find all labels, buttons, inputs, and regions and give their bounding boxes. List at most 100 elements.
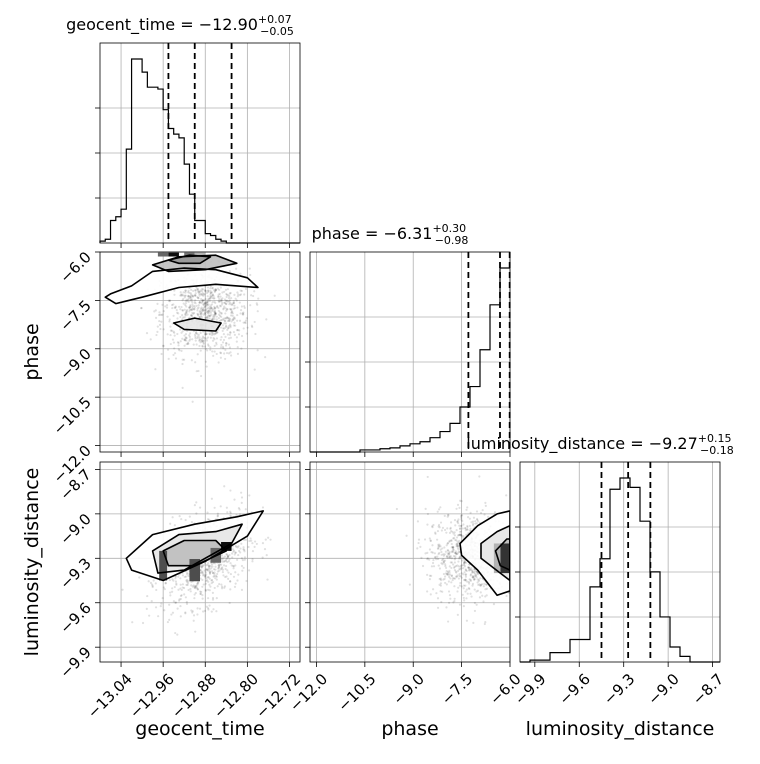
pair-geocent_time-luminosity_distance-scatter-point xyxy=(218,563,222,566)
pair-phase-luminosity_distance-scatter-point xyxy=(475,570,478,573)
pair-geocent_time-luminosity_distance-scatter-point xyxy=(211,563,214,566)
pair-geocent_time-phase-scatter-point xyxy=(188,291,191,295)
pair-geocent_time-phase-scatter-point xyxy=(208,299,211,303)
pair-geocent_time-luminosity_distance-scatter-point xyxy=(222,560,226,563)
pair-geocent_time-phase-scatter-point xyxy=(179,291,182,294)
pair-geocent_time-luminosity_distance-scatter-point xyxy=(244,508,247,511)
pair-geocent_time-phase-scatter-point xyxy=(179,328,182,331)
pair-geocent_time-phase-scatter-point xyxy=(264,355,267,359)
pair-geocent_time-phase-scatter-point xyxy=(201,345,204,348)
pair-geocent_time-phase-scatter-point xyxy=(211,318,214,321)
pair-geocent_time-phase-scatter-point xyxy=(164,305,167,308)
pair-phase-luminosity_distance-scatter-point xyxy=(424,552,427,555)
pair-geocent_time-luminosity_distance-scatter-point xyxy=(213,573,216,576)
pair-phase-luminosity_distance-scatter-point xyxy=(451,546,454,549)
pair-geocent_time-luminosity_distance-scatter-point xyxy=(261,556,264,559)
pair-geocent_time-phase-scatter-point xyxy=(206,316,209,319)
pair-geocent_time-phase-scatter-point xyxy=(223,322,226,325)
pair-geocent_time-phase-scatter-point xyxy=(251,325,254,329)
pair-geocent_time-phase-scatter-point xyxy=(206,289,210,292)
pair-phase-luminosity_distance-scatter-point xyxy=(451,579,454,582)
pair-geocent_time-phase-scatter-point xyxy=(231,310,234,313)
pair-geocent_time-luminosity_distance-scatter-point xyxy=(249,537,252,540)
pair-geocent_time-phase-scatter-point xyxy=(240,289,244,293)
pair-geocent_time-phase-scatter-point xyxy=(231,318,234,321)
pair-geocent_time-phase-scatter-point xyxy=(236,306,239,309)
pair-phase-luminosity_distance-scatter-point xyxy=(433,552,436,555)
pair-geocent_time-luminosity_distance-scatter-point xyxy=(202,564,205,567)
pair-geocent_time-luminosity_distance-scatter-point xyxy=(251,560,254,563)
pair-geocent_time-phase-scatter-point xyxy=(233,306,237,310)
pair-geocent_time-phase-scatter-point xyxy=(211,287,214,290)
pair-geocent_time-luminosity_distance-scatter-point xyxy=(205,568,208,571)
pair-geocent_time-phase-scatter-point xyxy=(201,288,205,291)
pair-geocent_time-luminosity_distance-scatter-point xyxy=(196,613,199,616)
pair-geocent_time-phase-scatter-point xyxy=(204,316,207,319)
pair-geocent_time-phase-density-cell xyxy=(168,252,179,257)
pair-geocent_time-phase-scatter-point xyxy=(217,309,220,312)
pair-geocent_time-luminosity_distance-scatter-point xyxy=(240,491,243,494)
pair-geocent_time-luminosity_distance-scatter-point xyxy=(244,538,247,541)
pair-geocent_time-phase-scatter-point xyxy=(201,299,204,302)
pair-geocent_time-phase-scatter-point xyxy=(206,315,209,318)
pair-phase-luminosity_distance-contour xyxy=(494,538,510,571)
pair-geocent_time-phase-scatter-point xyxy=(196,288,199,292)
pair-geocent_time-phase-scatter-point xyxy=(190,314,193,317)
pair-phase-luminosity_distance-scatter-point xyxy=(460,534,463,538)
pair-geocent_time-phase-scatter-point xyxy=(185,311,188,315)
pair-phase-luminosity_distance-contour xyxy=(480,524,510,582)
pair-phase-luminosity_distance-scatter-point xyxy=(450,581,453,584)
pair-geocent_time-luminosity_distance-scatter-point xyxy=(191,610,194,613)
pair-geocent_time-phase-scatter-point xyxy=(140,306,143,310)
pair-geocent_time-phase-scatter-point xyxy=(204,332,208,336)
pair-geocent_time-phase-scatter-point xyxy=(183,334,186,337)
pair-geocent_time-phase-scatter-point xyxy=(180,305,183,309)
pair-phase-luminosity_distance-scatter-point xyxy=(449,526,452,529)
pair-phase-luminosity_distance-scatter-point xyxy=(472,522,475,525)
pair-geocent_time-phase-scatter-point xyxy=(217,295,220,298)
pair-geocent_time-phase-scatter-point xyxy=(222,347,225,350)
pair-geocent_time-phase-scatter-point xyxy=(202,341,205,344)
pair-geocent_time-luminosity_distance-scatter-point xyxy=(178,598,181,601)
pair-geocent_time-phase-scatter-point xyxy=(169,342,172,346)
pair-phase-luminosity_distance-scatter-point xyxy=(479,511,483,515)
pair-geocent_time-phase-scatter-point xyxy=(207,315,211,318)
pair-geocent_time-phase-scatter-point xyxy=(219,352,223,355)
pair-phase-luminosity_distance-scatter-point xyxy=(452,550,455,553)
pair-phase-luminosity_distance-scatter-point xyxy=(423,538,427,541)
pair-geocent_time-luminosity_distance-scatter-point xyxy=(218,582,221,586)
pair-phase-luminosity_distance-scatter-point xyxy=(426,573,429,576)
pair-geocent_time-luminosity_distance-scatter-point xyxy=(232,565,235,568)
pair-geocent_time-phase-scatter-point xyxy=(189,338,192,341)
pair-phase-luminosity_distance-scatter-point xyxy=(438,577,441,581)
pair-geocent_time-luminosity_distance-scatter-point xyxy=(182,586,186,590)
pair-geocent_time-luminosity_distance-scatter-point xyxy=(206,563,209,566)
pair-geocent_time-phase-scatter-point xyxy=(198,294,201,297)
pair-geocent_time-phase-scatter-point xyxy=(199,339,202,342)
pair-geocent_time-luminosity_distance-scatter-point xyxy=(234,551,237,554)
pair-geocent_time-phase-scatter-point xyxy=(182,358,186,361)
pair-geocent_time-luminosity_distance-scatter-point xyxy=(240,542,243,545)
pair-phase-luminosity_distance-scatter-point xyxy=(465,569,468,573)
pair-geocent_time-phase-scatter-point xyxy=(203,339,206,342)
pair-geocent_time-luminosity_distance-scatter-point xyxy=(154,606,158,609)
pair-geocent_time-luminosity_distance-scatter-point xyxy=(224,560,227,563)
pair-geocent_time-luminosity_distance-scatter-point xyxy=(211,571,215,574)
pair-phase-luminosity_distance-scatter-point xyxy=(437,552,440,556)
pair-geocent_time-phase-scatter-point xyxy=(184,291,187,294)
pair-geocent_time-phase-scatter-point xyxy=(196,295,199,299)
pair-geocent_time-luminosity_distance-scatter-point xyxy=(216,572,219,576)
pair-geocent_time-phase-scatter-point xyxy=(205,310,208,313)
pair-phase-luminosity_distance-scatter-point xyxy=(455,553,458,556)
pair-phase-luminosity_distance-scatter-point xyxy=(428,578,432,581)
pair-geocent_time-phase-scatter-point xyxy=(253,290,256,293)
pair-geocent_time-phase-scatter-point xyxy=(188,332,192,335)
pair-geocent_time-luminosity_distance-scatter-point xyxy=(263,547,267,551)
pair-geocent_time-phase-scatter-point xyxy=(248,267,251,270)
pair-phase-luminosity_distance-scatter-point xyxy=(457,560,460,563)
pair-geocent_time-phase-scatter-point xyxy=(191,311,194,315)
pair-phase-luminosity_distance-scatter-point xyxy=(434,532,437,535)
pair-geocent_time-phase-scatter-point xyxy=(218,320,221,323)
pair-geocent_time-phase-scatter-point xyxy=(199,374,203,378)
pair-phase-luminosity_distance-scatter-point xyxy=(476,589,480,592)
